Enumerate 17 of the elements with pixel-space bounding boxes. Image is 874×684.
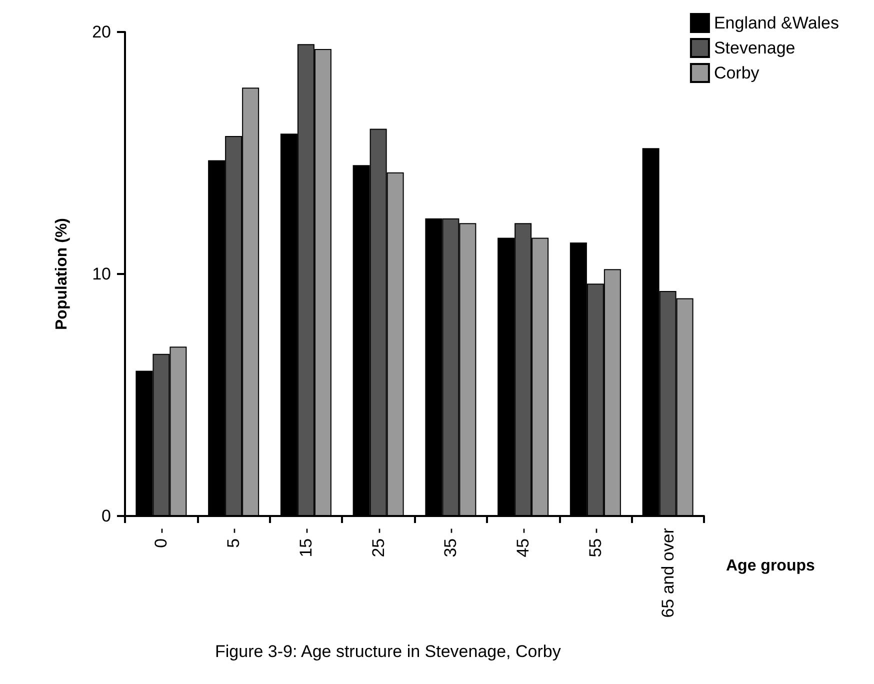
legend-label: Corby — [714, 64, 760, 82]
x-tick-label: 35 - — [441, 528, 460, 558]
x-tick-label: 65 and over — [658, 528, 678, 618]
caption: Figure 3-9: Age structure in Stevenage, Corby — [215, 642, 562, 661]
y-axis-title: Population (%) — [54, 218, 70, 330]
legend-label: Stevenage — [714, 38, 796, 58]
y-tick-label: 10 — [92, 264, 111, 284]
x-tick-label: 45 - — [514, 528, 533, 558]
x-tick-label: 0 - — [152, 528, 171, 548]
x-axis-title: Age groups — [726, 558, 815, 574]
x-tick-label: 5 - — [224, 528, 244, 548]
y-tick-label: 0 — [102, 506, 111, 526]
legend-label: England &Wales — [714, 14, 840, 32]
x-tick-label: 25 - — [368, 528, 388, 558]
y-tick-label: 20 — [92, 22, 111, 42]
x-tick-label: 15 - — [296, 528, 316, 558]
x-tick-label: 55 - — [586, 528, 605, 558]
